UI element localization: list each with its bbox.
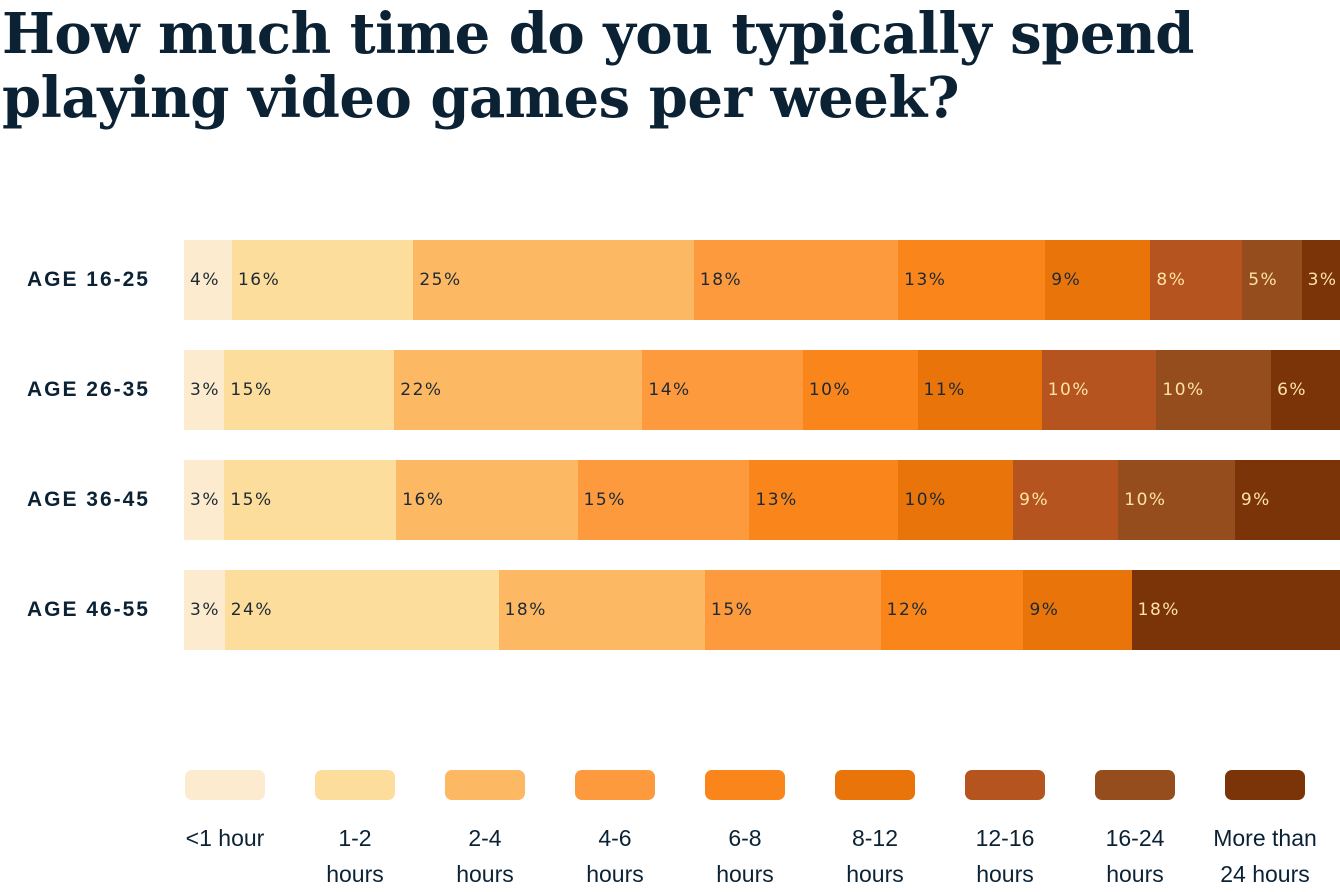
legend-label-line: 24 hours [1220, 861, 1310, 887]
row-label: AGE 46-55 [26, 598, 150, 621]
legend-swatch [705, 770, 785, 800]
bar-segment: 22% [394, 350, 643, 430]
bar-segment: 6% [1271, 350, 1340, 430]
legend-item: More than 24 hours [1200, 770, 1330, 892]
legend-item: <1 hour [160, 770, 290, 892]
legend-item: 1-2 hours [290, 770, 420, 892]
bar-segment: 8% [1150, 240, 1243, 320]
bar-segment: 10% [1118, 460, 1235, 540]
bar-segment: 15% [577, 460, 750, 540]
legend-swatch [1095, 770, 1175, 800]
bar-segment: 13% [749, 460, 899, 540]
legend-label: More than 24 hours [1213, 820, 1317, 892]
legend-item: 12-16 hours [940, 770, 1070, 892]
bar-segment: 15% [705, 570, 881, 650]
legend-swatch [835, 770, 915, 800]
bar-segment: 18% [498, 570, 706, 650]
legend-label: 16-24 hours [1106, 820, 1165, 892]
bar-segment: 9% [1234, 460, 1340, 540]
bar-row-age-26-35: AGE 26-35 3% 15% 22% 14% 10% 11% 10% 10% 6% [0, 350, 1340, 430]
bar-segment: 9% [1023, 570, 1132, 650]
bar-segment: 14% [642, 350, 803, 430]
bar-segment: 5% [1242, 240, 1302, 320]
legend-item: 16-24 hours [1070, 770, 1200, 892]
bar-row-age-36-45: AGE 36-45 3% 15% 16% 15% 13% 10% 9% 10% 9% [0, 460, 1340, 540]
stacked-bar-chart: AGE 16-25 4% 16% 25% 18% 13% 9% 8% 5% 3% AGE 26-… [0, 240, 1340, 680]
bar-segment: 3% [184, 570, 225, 650]
legend-label: 8-12 hours [846, 820, 904, 892]
bar-segment: 18% [1131, 570, 1340, 650]
legend-label-line: 6-8 [728, 825, 762, 851]
row-label: AGE 26-35 [26, 378, 150, 401]
stacked-bar: 3% 24% 18% 15% 12% 9% 18% [184, 570, 1340, 650]
legend-swatch [185, 770, 265, 800]
legend-label-line: hours [456, 861, 514, 887]
legend-label: 6-8 hours [716, 820, 774, 892]
bar-segment: 3% [184, 460, 225, 540]
legend-label-line: hours [976, 861, 1034, 887]
legend-label-line: 4-6 [598, 825, 632, 851]
bar-segment: 10% [1041, 350, 1157, 430]
legend-swatch [575, 770, 655, 800]
row-label: AGE 16-25 [26, 268, 150, 291]
bar-segment: 18% [693, 240, 899, 320]
legend-swatch [965, 770, 1045, 800]
stacked-bar: 4% 16% 25% 18% 13% 9% 8% 5% 3% [184, 240, 1340, 320]
bar-segment: 9% [1045, 240, 1151, 320]
legend-label: 2-4 hours [456, 820, 514, 892]
bar-segment: 9% [1013, 460, 1119, 540]
legend-label-line: hours [716, 861, 774, 887]
legend-label-line: 16-24 [1105, 825, 1165, 851]
legend-label-line: <1 hour [185, 825, 265, 851]
row-label: AGE 36-45 [26, 488, 150, 511]
bar-segment: 25% [413, 240, 694, 320]
legend-label: 4-6 hours [586, 820, 644, 892]
legend-label: <1 hour [186, 820, 265, 856]
legend-label-line: hours [846, 861, 904, 887]
legend-item: 8-12 hours [810, 770, 940, 892]
legend: <1 hour 1-2 hours 2-4 hours 4-6 hours 6-8 hours 8… [160, 770, 1340, 892]
bar-row-age-16-25: AGE 16-25 4% 16% 25% 18% 13% 9% 8% 5% 3% [0, 240, 1340, 320]
bar-segment: 11% [917, 350, 1042, 430]
chart-title: How much time do you typically spend pla… [2, 1, 1194, 131]
legend-label-line: hours [326, 861, 384, 887]
bar-segment: 13% [898, 240, 1046, 320]
legend-label-line: 1-2 [338, 825, 372, 851]
legend-item: 4-6 hours [550, 770, 680, 892]
legend-item: 6-8 hours [680, 770, 810, 892]
bar-row-age-46-55: AGE 46-55 3% 24% 18% 15% 12% 9% 18% [0, 570, 1340, 650]
bar-segment: 15% [224, 350, 395, 430]
legend-swatch [1225, 770, 1305, 800]
bar-segment: 24% [224, 570, 499, 650]
legend-label-line: 12-16 [975, 825, 1035, 851]
legend-item: 2-4 hours [420, 770, 550, 892]
legend-label-line: More than [1213, 825, 1317, 851]
legend-swatch [445, 770, 525, 800]
bar-segment: 10% [802, 350, 918, 430]
legend-swatch [315, 770, 395, 800]
bar-segment: 3% [1301, 240, 1340, 320]
legend-label-line: hours [586, 861, 644, 887]
stacked-bar: 3% 15% 16% 15% 13% 10% 9% 10% 9% [184, 460, 1340, 540]
bar-segment: 10% [1156, 350, 1272, 430]
legend-label-line: 8-12 [851, 825, 899, 851]
bar-segment: 10% [898, 460, 1014, 540]
stacked-bar: 3% 15% 22% 14% 10% 11% 10% 10% 6% [184, 350, 1340, 430]
bar-segment: 4% [184, 240, 232, 320]
bar-segment: 16% [231, 240, 414, 320]
legend-label: 1-2 hours [326, 820, 384, 892]
bar-segment: 3% [184, 350, 225, 430]
legend-label: 12-16 hours [976, 820, 1035, 892]
legend-label-line: hours [1106, 861, 1164, 887]
bar-segment: 16% [396, 460, 578, 540]
bar-segment: 12% [880, 570, 1024, 650]
legend-label-line: 2-4 [468, 825, 502, 851]
bar-segment: 15% [224, 460, 397, 540]
